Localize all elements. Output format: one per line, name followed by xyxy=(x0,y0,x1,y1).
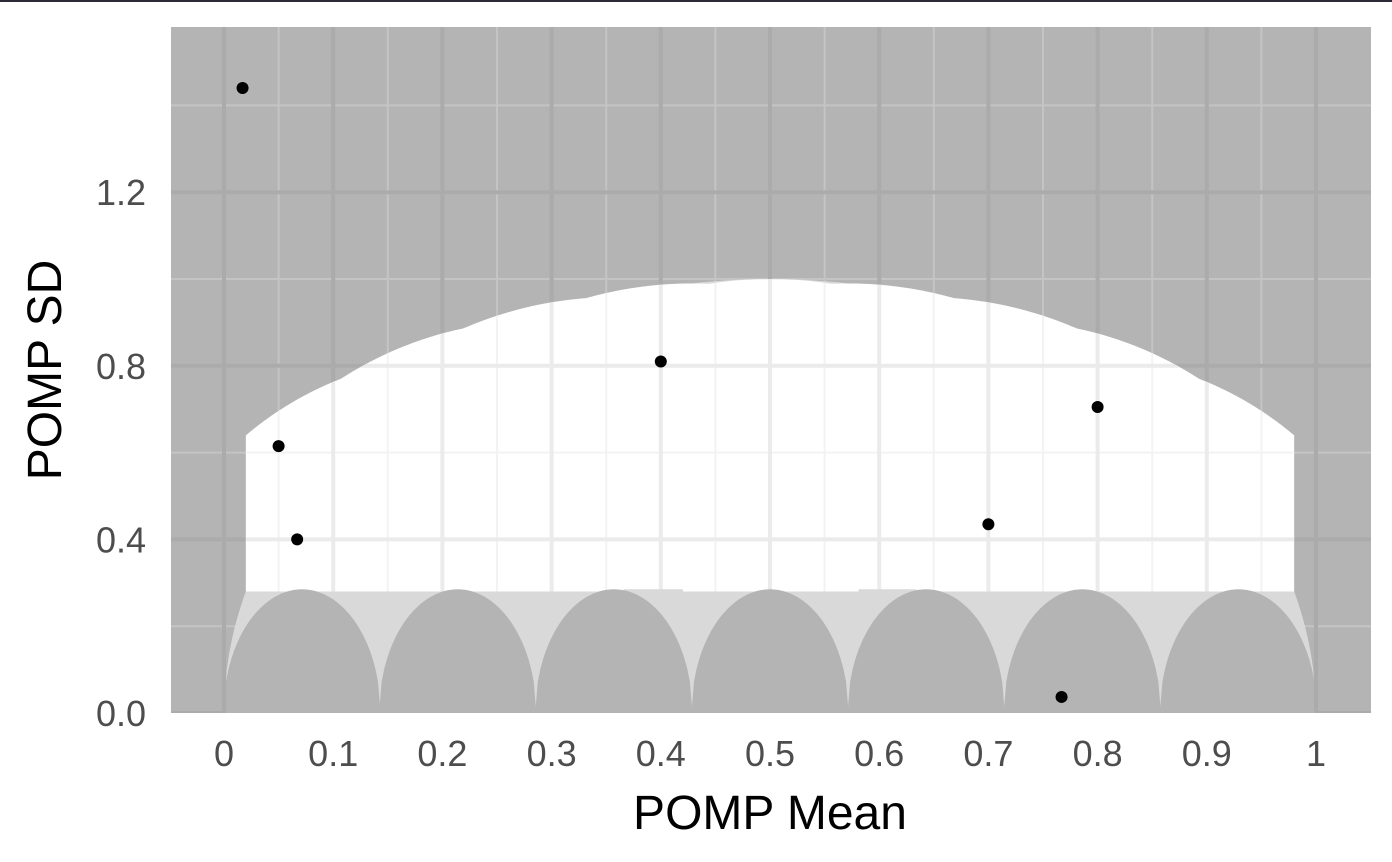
x-tick-label: 0.3 xyxy=(527,733,577,774)
x-tick-label: 0.8 xyxy=(1073,733,1123,774)
y-axis-ticks: 0.0 0.4 0.8 1.2 xyxy=(96,172,146,734)
plot-panel xyxy=(171,27,1371,713)
data-point xyxy=(291,533,304,546)
x-axis-ticks: 0 0.1 0.2 0.3 0.4 0.5 0.6 0.7 0.8 0.9 1 xyxy=(214,733,1326,774)
x-tick-label: 0.1 xyxy=(308,733,358,774)
y-tick-label: 0.4 xyxy=(96,519,146,560)
x-tick-label: 1 xyxy=(1306,733,1326,774)
left-out-of-range xyxy=(171,27,224,713)
data-point xyxy=(982,518,995,531)
margin-grid xyxy=(171,27,1371,713)
top-border xyxy=(0,0,1392,2)
y-tick-label: 1.2 xyxy=(96,172,146,213)
y-tick-label: 0.8 xyxy=(96,346,146,387)
data-point xyxy=(272,440,285,453)
y-axis-title: POMP SD xyxy=(19,260,72,481)
right-out-of-range xyxy=(1316,27,1371,713)
x-tick-label: 0.9 xyxy=(1182,733,1232,774)
data-point xyxy=(1091,401,1104,414)
x-tick-label: 0 xyxy=(214,733,234,774)
x-tick-label: 0.4 xyxy=(636,733,686,774)
data-points xyxy=(236,82,1104,703)
y-tick-label: 0.0 xyxy=(96,693,146,734)
lower-impossible-region xyxy=(223,589,1318,713)
data-point xyxy=(236,82,249,95)
data-point xyxy=(654,355,667,368)
x-tick-label: 0.2 xyxy=(417,733,467,774)
x-tick-label: 0.5 xyxy=(745,733,795,774)
x-tick-label: 0.7 xyxy=(963,733,1013,774)
data-point xyxy=(1055,690,1068,703)
x-axis-title: POMP Mean xyxy=(633,787,907,840)
x-tick-label: 0.6 xyxy=(854,733,904,774)
